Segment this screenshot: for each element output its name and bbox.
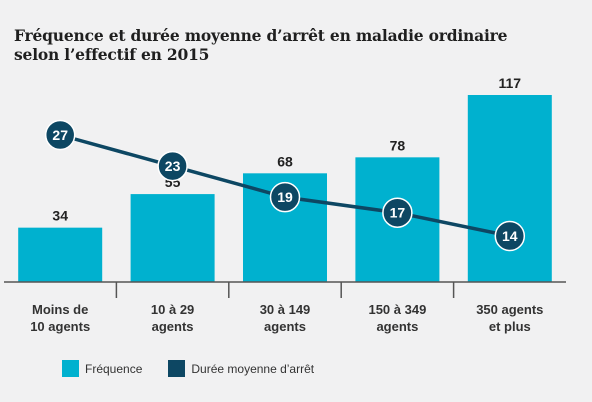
duree-label-4: 14 <box>502 228 518 244</box>
x-tick-label-0-1: 10 agents <box>30 319 90 334</box>
x-tick-label-3-0: 150 à 349 <box>368 302 426 317</box>
chart-title-line1: Fréquence et durée moyenne d’arrêt en ma… <box>14 26 508 45</box>
legend-item-frequence: Fréquence <box>62 360 142 377</box>
duree-label-0: 27 <box>52 127 68 143</box>
x-tick-label-2-0: 30 à 149 <box>260 302 311 317</box>
bar-label-2: 68 <box>277 153 293 169</box>
duree-label-3: 17 <box>390 205 406 221</box>
legend: Fréquence Durée moyenne d’arrêt <box>62 360 340 377</box>
duree-point-1 <box>157 150 188 182</box>
legend-item-duree: Durée moyenne d’arrêt <box>168 360 314 377</box>
bar-1 <box>130 194 215 282</box>
duree-point-4 <box>494 220 526 252</box>
duree-label-1: 23 <box>165 158 181 174</box>
x-tick-label-2-1: agents <box>264 319 306 334</box>
bar-0 <box>18 227 103 282</box>
x-tick-label-0-0: Moins de <box>32 302 88 317</box>
legend-label-frequence: Fréquence <box>85 361 143 376</box>
legend-swatch-frequence <box>62 360 79 377</box>
x-tick-label-1-1: agents <box>152 319 194 334</box>
chart-title: Fréquence et durée moyenne d’arrêt en ma… <box>14 26 507 64</box>
legend-label-duree: Durée moyenne d’arrêt <box>191 361 315 376</box>
x-tick-label-1-0: 10 à 29 <box>151 302 194 317</box>
duree-point-3 <box>382 197 413 228</box>
duree-label-2: 19 <box>277 189 293 205</box>
duree-point-0 <box>44 119 76 151</box>
bar-label-0: 34 <box>52 208 68 224</box>
duree-point-2 <box>269 181 301 213</box>
bar-label-4: 117 <box>499 75 522 91</box>
legend-swatch-duree <box>168 360 186 377</box>
x-tick-label-3-1: agents <box>376 319 418 334</box>
x-tick-label-4-1: et plus <box>489 319 531 334</box>
bar-4 <box>467 95 552 282</box>
chart-title-line2: selon l’effectif en 2015 <box>14 45 210 64</box>
bar-label-3: 78 <box>390 137 406 153</box>
x-tick-label-4-0: 350 agents <box>476 302 543 317</box>
